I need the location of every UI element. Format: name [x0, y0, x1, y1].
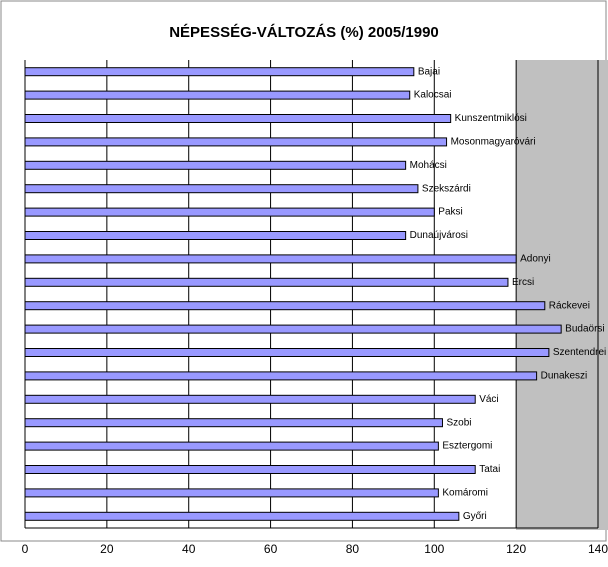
chart-title: NÉPESSÉG-VÁLTOZÁS (%) 2005/1990 [169, 24, 439, 41]
bar [24, 418, 443, 428]
bar [24, 441, 439, 451]
bar [24, 277, 509, 287]
bar-label: Mosonmagyaróvári [451, 137, 536, 148]
bar-label: Adonyi [520, 254, 551, 265]
x-tick-label: 100 [424, 542, 444, 556]
bar [24, 465, 476, 474]
bar [24, 184, 419, 194]
bar [24, 301, 546, 311]
bar [24, 511, 460, 521]
plot-shade [516, 60, 608, 530]
bar-label: Komáromi [442, 488, 488, 499]
x-tick-label: 140 [588, 542, 608, 556]
bar [24, 324, 562, 334]
bar-label: Dunaújvárosi [410, 230, 468, 241]
bar-label: Mohácsi [410, 160, 447, 171]
bar [24, 114, 452, 123]
bar-label: Tatai [479, 464, 500, 475]
bar [24, 394, 476, 404]
bar-label: Szobi [446, 417, 471, 428]
bar-label: Szentendrei [553, 347, 606, 358]
bar [24, 207, 435, 217]
x-tick-label: 20 [100, 542, 114, 556]
bar-label: Váci [479, 394, 498, 405]
x-tick-label: 40 [182, 542, 196, 556]
x-tick-label: 0 [22, 542, 29, 556]
bar [24, 137, 448, 147]
bar-label: Ráckevei [549, 300, 590, 311]
bar [24, 488, 439, 498]
x-tick-label: 80 [346, 542, 360, 556]
x-tick-label: 120 [506, 542, 526, 556]
bar [24, 254, 517, 264]
bar-label: Bajai [418, 66, 440, 77]
bar-label: Budaörsi [565, 324, 604, 335]
bar-label: Esztergomi [442, 441, 492, 452]
bar-label: Paksi [438, 207, 462, 218]
x-tick-label: 60 [264, 542, 278, 556]
chart-frame [0, 0, 607, 542]
bar [24, 348, 550, 357]
bar-label: Győri [463, 511, 487, 522]
bar [24, 231, 407, 240]
bar [24, 160, 407, 170]
bar-label: Szekszárdi [422, 183, 471, 194]
bar [24, 371, 538, 381]
bar-label: Ercsi [512, 277, 534, 288]
bar-label: Dunakeszi [541, 371, 588, 382]
bar-label: Kunszentmiklósi [455, 113, 527, 124]
bar [24, 67, 415, 77]
bar-label: Kalocsai [414, 90, 452, 101]
bar [24, 90, 411, 100]
